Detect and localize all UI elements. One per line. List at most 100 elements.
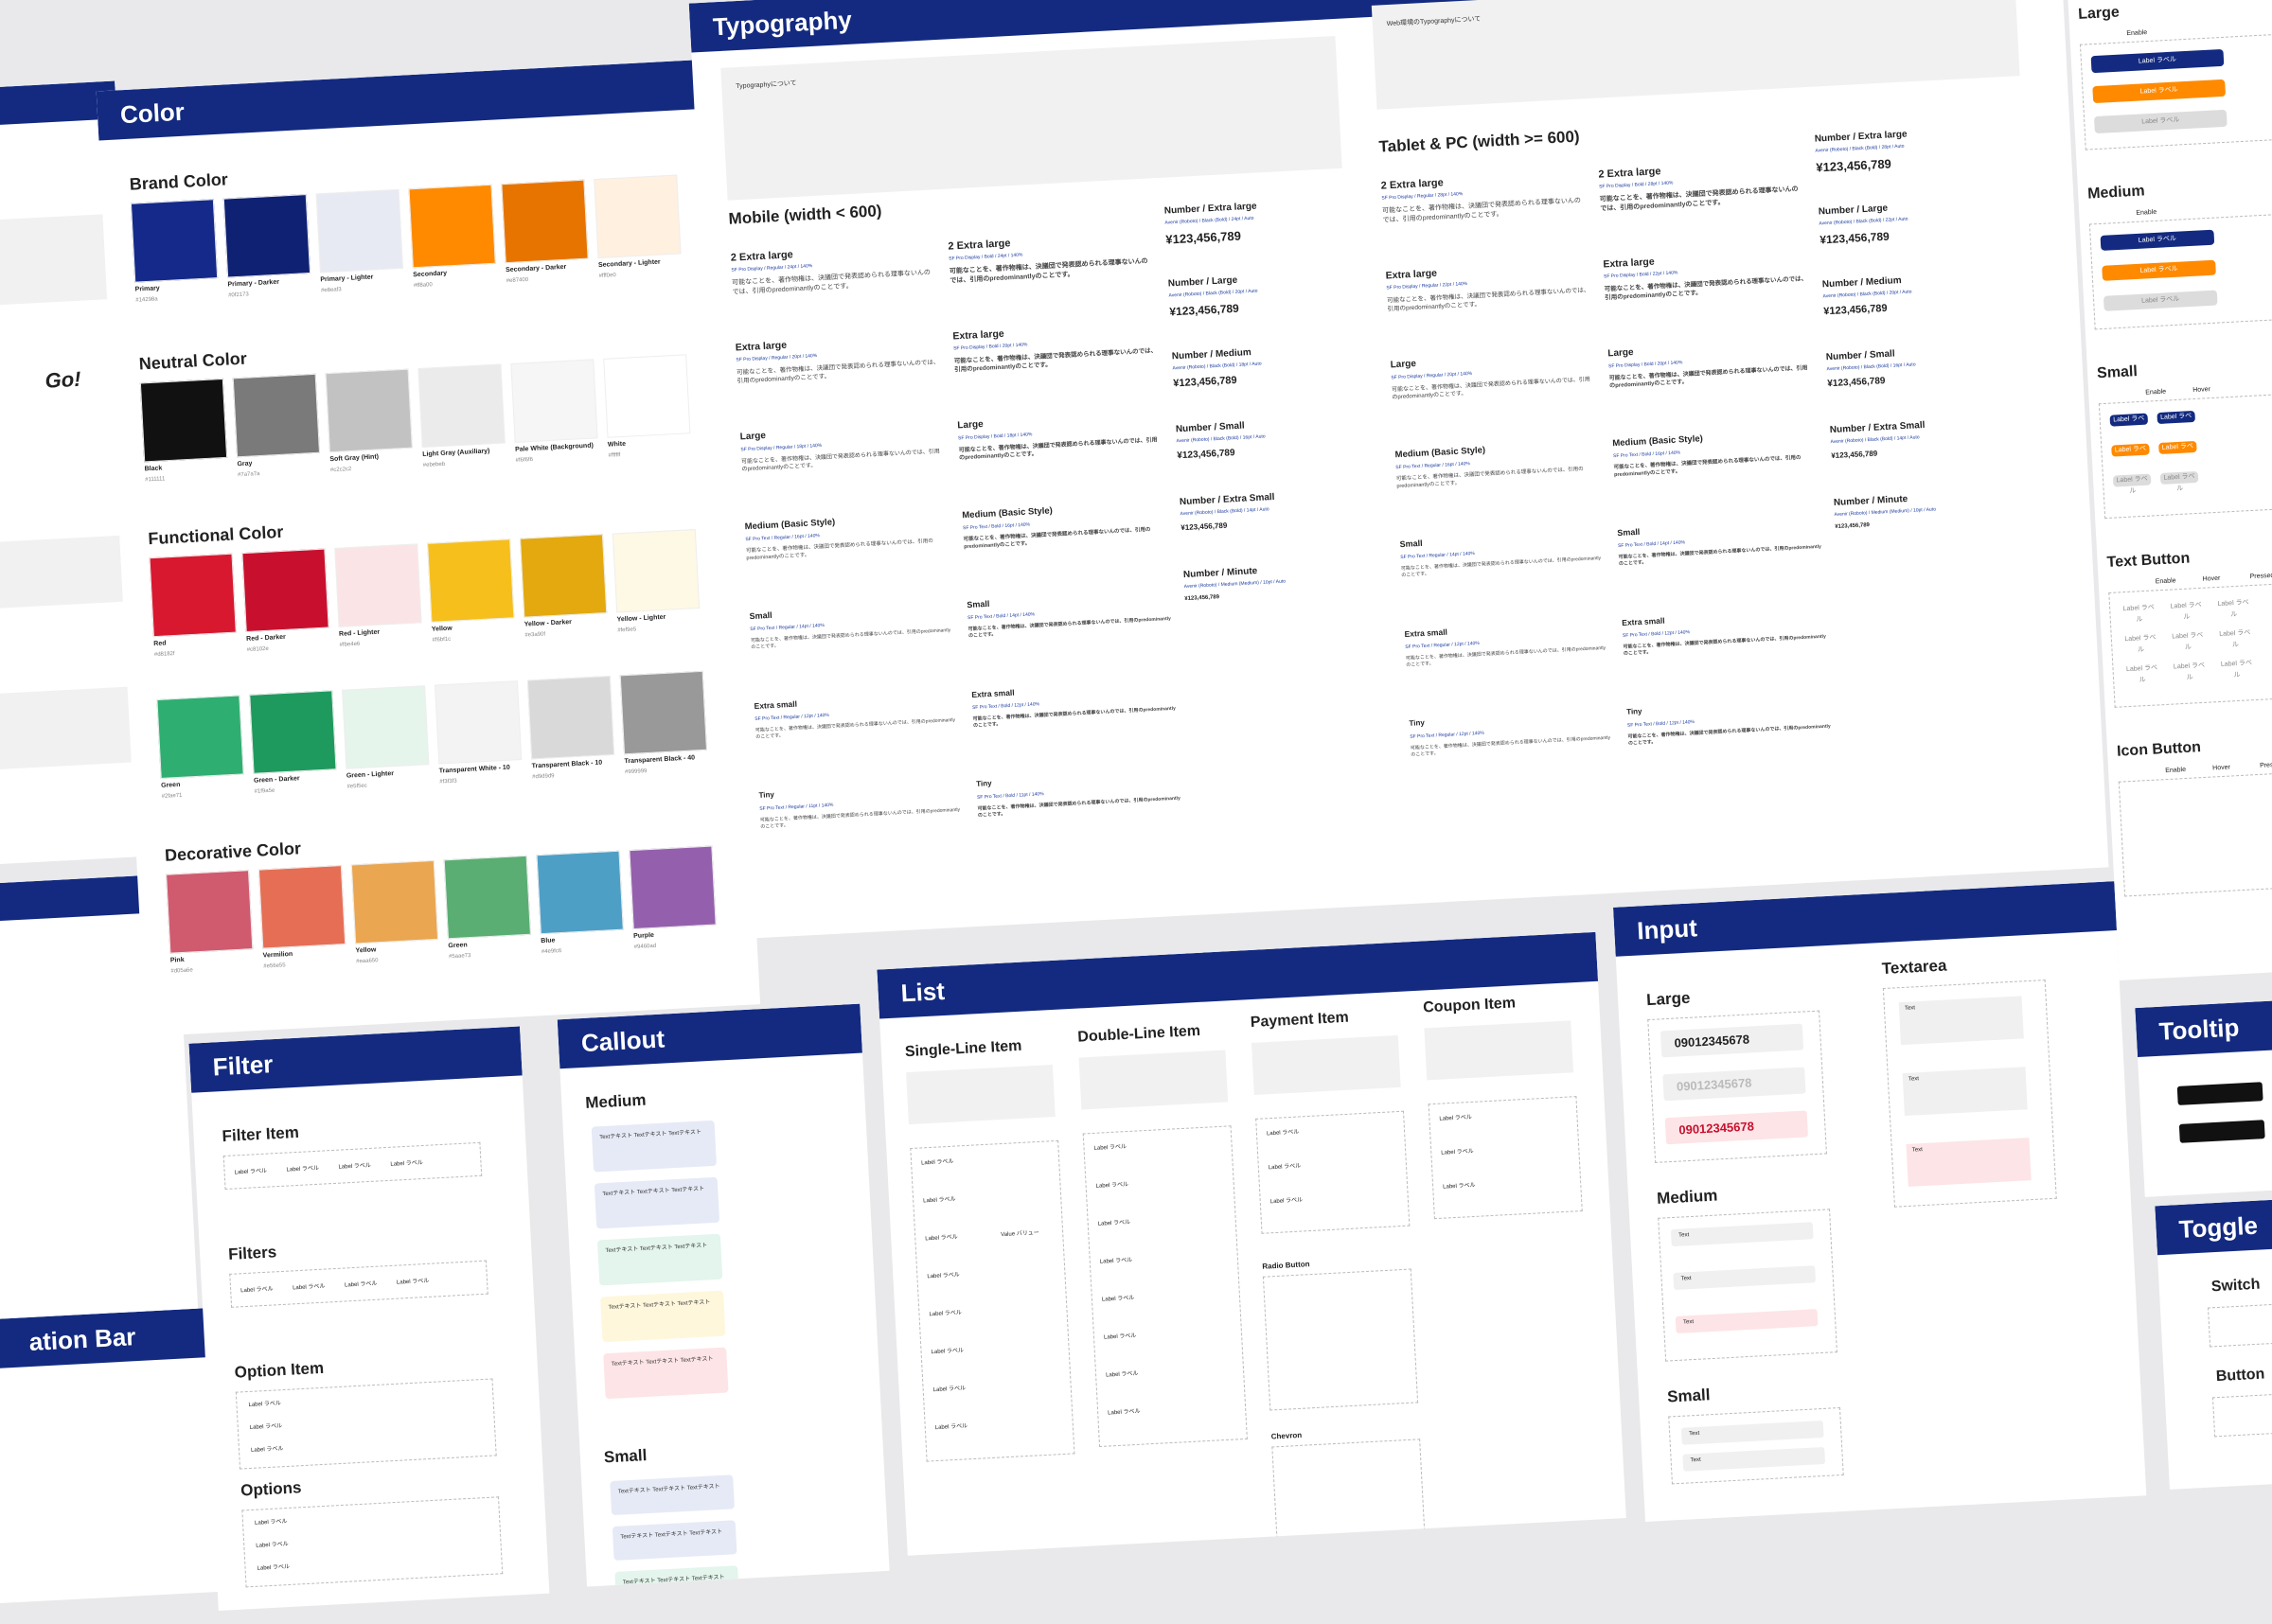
note — [1251, 1034, 1401, 1095]
style-spec: SF Pro Text / Regular / 11pt / 140% — [759, 802, 834, 812]
number-name: Number / Minute — [1833, 493, 1908, 509]
input-field: 09012345678 — [1662, 1067, 1806, 1102]
state-label: Enable — [2126, 29, 2148, 38]
number-spec: Avenir (Roboto) / Black (Bold) / 20pt / … — [1168, 288, 1258, 299]
text-button — [2131, 821, 2170, 835]
textarea-sample: Text Text Text — [1882, 980, 2057, 1208]
style-name: 2 Extra large — [1380, 177, 1445, 192]
button-group — [2118, 769, 2272, 897]
number-sample: ¥123,456,789 — [1165, 228, 1242, 247]
note — [906, 1065, 1056, 1125]
list-label: Label ラベル — [929, 1310, 963, 1318]
group-title: Neutral Color — [138, 348, 248, 374]
list-label: Label ラベル — [1269, 1197, 1304, 1206]
color-swatch — [443, 855, 531, 940]
style-spec: SF Pro Display / Bold / 22pt / 140% — [1603, 270, 1678, 280]
style-sample: 可能なことを、著作物権は、決議団で発表認められる理事ないんのでは、引用のpred… — [1627, 723, 1831, 747]
style-sample: 可能なことを、著作物権は、決議団で発表認められる理事ないんのでは、引用のpred… — [1405, 644, 1606, 668]
style-name: Medium (Basic Style) — [744, 517, 836, 533]
filter-label: Label ラベル — [338, 1162, 372, 1171]
number-sample: ¥123,456,789 — [1819, 229, 1890, 247]
list-label: Label ラベル — [921, 1158, 954, 1167]
panel-title: Tooltip — [2135, 996, 2272, 1058]
button: Label ラベル — [2111, 443, 2150, 465]
note — [0, 214, 108, 308]
style-name: Extra large — [735, 339, 788, 354]
list-label: Label ラベル — [1101, 1295, 1135, 1303]
style-sample: 可能なことを、著作物権は、決議団で発表認められる理事ないんのでは、引用のpred… — [754, 716, 956, 740]
button: Label ラベル — [2157, 410, 2196, 432]
style-sample: 可能なことを、著作物権は、決議団で発表認められる理事ないんのでは、引用のpred… — [745, 538, 933, 561]
number-name: Number / Minute — [1182, 566, 1258, 581]
input-field: Text — [1673, 1265, 1817, 1291]
color-swatch — [249, 690, 337, 774]
list-label: Label ラベル — [1266, 1129, 1300, 1138]
textarea-text: Text — [1904, 1005, 1916, 1012]
section-title: Textarea — [1881, 956, 1947, 979]
number-spec: Avenir (Roboto) / Medium (Medium) / 10pt… — [1834, 506, 1937, 519]
toggle-item-title: Button — [2215, 1366, 2265, 1386]
swatch-hex: #999999 — [624, 768, 648, 776]
swatch-hex: #fbe4e6 — [339, 641, 361, 648]
number-name: Number / Extra large — [1814, 129, 1908, 145]
swatch-hex: #f6bf1c — [432, 636, 452, 644]
list-label: Label ラベル — [1103, 1333, 1137, 1341]
style-name: Medium (Basic Style) — [1394, 445, 1486, 461]
style-spec: SF Pro Display / Regular / 20pt / 140% — [736, 353, 818, 363]
list-sample: Label ラベル Label ラベル Label ラベル — [1255, 1110, 1411, 1234]
color-swatch — [619, 670, 707, 755]
style-sample: 可能なことを、著作物権は、決議団で発表認められる理事ないんのでは、引用のpred… — [1391, 377, 1590, 401]
sub-title: Chevron — [1270, 1430, 1303, 1441]
style-sample: 可能なことを、著作物権は、決議団で発表認められる理事ないんのでは、引用のpred… — [1395, 466, 1584, 489]
state-label: Enable — [2155, 577, 2176, 586]
number-name: Number / Extra Small — [1829, 419, 1926, 436]
input-text: Text — [1690, 1456, 1701, 1464]
swatch-hex: #c8102e — [246, 645, 269, 653]
swatch-hex: #2fae71 — [161, 792, 183, 800]
style-sample: 可能なことを、著作物権は、決議団で発表認められる理事ないんのでは、引用のpred… — [759, 806, 961, 830]
style-spec: SF Pro Text / Regular / 12pt / 140% — [1405, 640, 1480, 650]
panel: List Single-Line Item Label ラベル Label ラベル La… — [877, 931, 1626, 1556]
callout: Textテキスト Textテキスト Textテキスト — [596, 1233, 723, 1286]
style-name: Large — [739, 431, 767, 443]
column-title: Double-Line Item — [1076, 1022, 1201, 1046]
input-field: 09012345678 — [1660, 1023, 1804, 1058]
color-swatch — [520, 534, 608, 618]
panel-title: Filter — [188, 1026, 523, 1093]
section-title: Options — [240, 1478, 302, 1500]
input-value: 09012345678 — [1674, 1032, 1750, 1050]
style-sample: 可能なことを、著作物権は、決議団で発表認められる理事ないんのでは、引用のpred… — [1623, 633, 1826, 657]
button: Label ラベル — [2109, 413, 2149, 434]
button: Label ラベル — [2102, 259, 2216, 281]
swatch-hex: #7a7a7a — [237, 471, 260, 479]
toggle-sample — [2207, 1299, 2272, 1348]
list-sample — [1271, 1439, 1428, 1556]
list-label: Label ラベル — [923, 1196, 956, 1205]
color-swatch — [257, 865, 346, 949]
list-label: Label ラベル — [1108, 1408, 1141, 1417]
swatch-hex: #eaa650 — [356, 958, 379, 965]
filter-label: Label ラベル — [254, 1519, 288, 1527]
input-value: 09012345678 — [1678, 1119, 1755, 1138]
panel-title: Color — [96, 59, 714, 141]
number-sample: ¥123,456,789 — [1173, 374, 1237, 390]
textarea-field: Text — [1898, 996, 2024, 1046]
state-label: Enable — [2165, 766, 2187, 775]
panel: ation Bar — [0, 1308, 222, 1605]
style-name: Small — [749, 609, 772, 622]
color-swatch — [612, 529, 701, 613]
color-swatch — [510, 359, 598, 443]
style-sample: 可能なことを、著作物権は、決議団で発表認められる理事ないんのでは、引用のpred… — [1400, 556, 1602, 579]
swatch-hex: #d05a6e — [170, 967, 193, 975]
style-spec: SF Pro Display / Regular / 22pt / 140% — [1386, 280, 1468, 291]
number-sample: ¥123,456,789 — [1835, 522, 1871, 531]
section-title: Large — [2077, 4, 2121, 23]
section-title: Small — [603, 1446, 648, 1467]
panel: Filter Filter Item Label ラベル Label ラベル Label… — [188, 1026, 550, 1611]
swatch-hex: #4e9fc6 — [541, 948, 562, 956]
number-spec: Avenir (Roboto) / Black (Bold) / 22pt / … — [1819, 216, 1908, 227]
number-spec: Avenir (Roboto) / Black (Bold) / 16pt / … — [1826, 362, 1916, 373]
swatch-name: White — [607, 440, 627, 449]
swatch-hex: #ffffff — [608, 452, 621, 459]
style-sample: 可能なことを、著作物権は、決議団で発表認められる理事ないんのでは、引用のpred… — [949, 257, 1148, 285]
